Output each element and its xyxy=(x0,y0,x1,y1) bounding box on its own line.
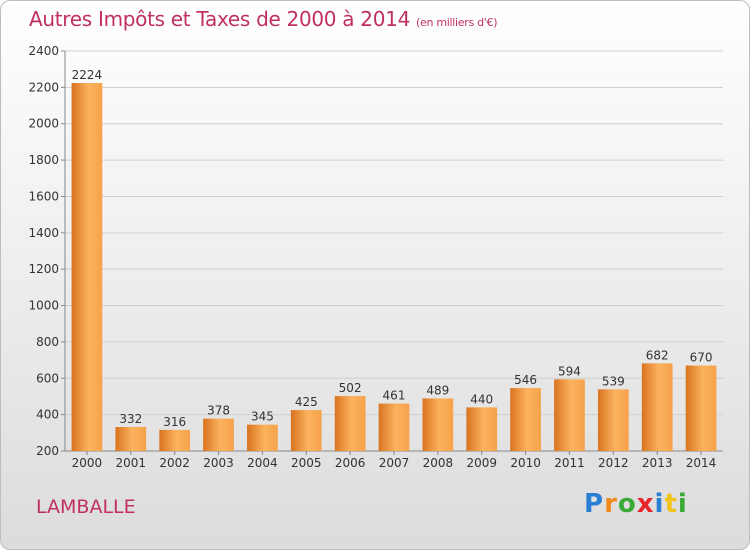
y-tick-label: 1600 xyxy=(28,189,59,203)
y-tick-label: 1000 xyxy=(28,299,59,313)
data-label: 2224 xyxy=(72,68,103,82)
bar xyxy=(641,363,673,451)
logo-letter: r xyxy=(604,489,618,519)
data-label: 440 xyxy=(470,392,493,406)
y-tick-label: 800 xyxy=(36,335,59,349)
data-label: 461 xyxy=(383,389,406,403)
bar xyxy=(203,418,234,451)
x-tick-label: 2006 xyxy=(335,456,366,470)
bar xyxy=(247,424,278,451)
city-name: LAMBALLE xyxy=(36,496,136,518)
y-tick-label: 1400 xyxy=(28,226,59,240)
logo-letter: i xyxy=(654,489,665,519)
bar xyxy=(115,427,147,451)
data-label: 546 xyxy=(514,373,537,387)
data-label: 594 xyxy=(558,364,581,378)
bar xyxy=(554,379,585,451)
logo-letter: x xyxy=(636,489,655,519)
logo-letter: t xyxy=(664,489,678,519)
data-label: 539 xyxy=(602,374,625,388)
y-tick-label: 1200 xyxy=(28,262,59,276)
x-tick-label: 2010 xyxy=(510,456,541,470)
bar xyxy=(71,83,103,451)
x-tick-label: 2004 xyxy=(247,456,278,470)
x-tick-label: 2008 xyxy=(423,456,454,470)
y-tick-label: 2400 xyxy=(28,44,59,58)
proxiti-logo: Proxiti xyxy=(584,489,688,519)
logo-letter: o xyxy=(617,489,637,519)
bar xyxy=(685,365,717,451)
bar xyxy=(422,398,454,451)
bar xyxy=(597,389,629,451)
data-label: 425 xyxy=(295,395,318,409)
x-tick-label: 2013 xyxy=(642,456,673,470)
data-label: 316 xyxy=(163,415,186,429)
labels: 200 400 600 800 1000 1200 1400 1600 1800 2000 2200… xyxy=(28,44,716,470)
y-tick-label: 2200 xyxy=(28,80,59,94)
x-tick-label: 2014 xyxy=(686,456,717,470)
data-label: 378 xyxy=(207,404,230,418)
data-label: 502 xyxy=(339,381,362,395)
x-tick-label: 2012 xyxy=(598,456,629,470)
y-tick-label: 2000 xyxy=(28,117,59,131)
y-tick-label: 200 xyxy=(36,444,59,458)
bar xyxy=(159,429,191,451)
x-tick-label: 2005 xyxy=(291,456,322,470)
bar xyxy=(334,396,366,451)
chart-title: Autres Impôts et Taxes de 2000 à 2014 (en… xyxy=(29,7,497,31)
data-label: 670 xyxy=(690,351,713,365)
data-label: 345 xyxy=(251,410,274,424)
bar xyxy=(510,388,541,451)
bar xyxy=(378,403,410,451)
y-tick-label: 400 xyxy=(36,408,59,422)
x-tick-label: 2002 xyxy=(159,456,190,470)
data-label: 489 xyxy=(426,383,449,397)
bar xyxy=(290,410,322,451)
logo-letter: i xyxy=(677,489,688,519)
x-tick-label: 2007 xyxy=(379,456,410,470)
x-tick-label: 2001 xyxy=(116,456,147,470)
x-tick-label: 2009 xyxy=(466,456,497,470)
chart-title-text: Autres Impôts et Taxes de 2000 à 2014 xyxy=(29,7,410,31)
x-tick-label: 2003 xyxy=(203,456,234,470)
y-tick-label: 600 xyxy=(36,371,59,385)
bar xyxy=(466,407,498,451)
x-tick-label: 2000 xyxy=(72,456,103,470)
bars xyxy=(71,83,717,451)
chart-subtitle: (en milliers d'€) xyxy=(416,16,498,29)
y-tick-label: 1800 xyxy=(28,153,59,167)
logo-letter: P xyxy=(584,489,605,519)
data-label: 682 xyxy=(646,348,669,362)
x-tick-label: 2011 xyxy=(554,456,585,470)
data-label: 332 xyxy=(119,412,142,426)
